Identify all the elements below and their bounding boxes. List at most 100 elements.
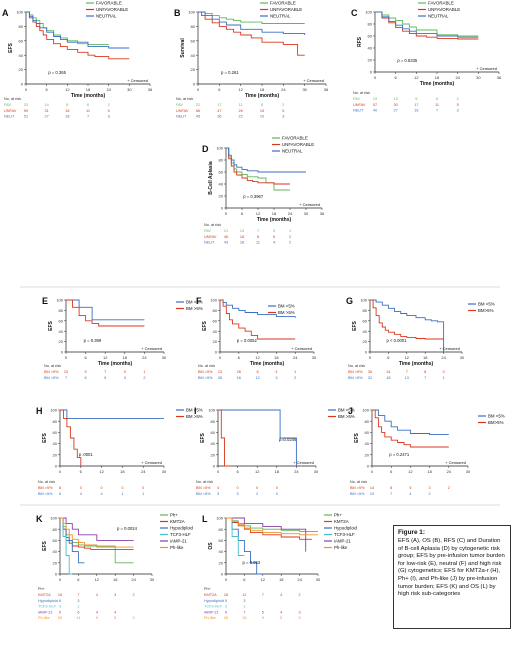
risk-value: 4 <box>114 610 116 614</box>
risk-value: 3 <box>237 492 239 496</box>
risk-value: 11 <box>242 593 246 597</box>
x-tick-label: 24 <box>293 355 298 360</box>
legend-label: FAVORABLE <box>282 136 308 141</box>
x-tick-label: 18 <box>423 355 428 360</box>
y-tick-label: 20 <box>219 194 224 199</box>
x-tick-label: 24 <box>141 469 146 474</box>
y-tick-label: 60 <box>365 430 370 435</box>
risk-row-label: UNFAV <box>353 103 366 107</box>
x-tick-label: 12 <box>65 87 70 92</box>
y-tick-label: 40 <box>365 441 370 446</box>
risk-value: 7 <box>424 376 426 380</box>
risk-value: 4 <box>280 610 282 614</box>
x-tick-label: 36 <box>148 87 153 92</box>
km-curve-bm-5- <box>370 299 444 340</box>
risk-value: 2 <box>282 103 284 107</box>
km-curve-bm-5- <box>218 409 232 467</box>
x-tick-label: 0 <box>219 355 222 360</box>
y-axis-label: EFS <box>42 432 48 442</box>
risk-value: 18 <box>65 109 69 113</box>
y-tick-label: 20 <box>365 452 370 457</box>
x-tick-label: 24 <box>447 469 452 474</box>
risk-value: 1 <box>443 376 445 380</box>
risk-table-header: No. at risk <box>204 223 221 227</box>
y-tick-label: 40 <box>211 441 216 446</box>
caption-title: Figure 1: <box>398 529 425 536</box>
y-tick-label: 40 <box>213 329 218 334</box>
risk-value: 0 <box>101 486 103 490</box>
risk-row-label: FAV <box>353 97 360 101</box>
x-tick-label: 12 <box>414 75 419 80</box>
y-tick-label: 60 <box>211 430 216 435</box>
y-tick-label: 100 <box>360 298 367 303</box>
y-tick-label: 80 <box>211 419 216 424</box>
x-tick-label: 6 <box>238 355 241 360</box>
risk-table-header: No. at risk <box>198 364 215 368</box>
km-curve-ph-like <box>226 517 318 536</box>
x-tick-label: 0 <box>217 469 220 474</box>
legend-label: BM <5% <box>488 414 505 419</box>
risk-value: 5 <box>262 610 264 614</box>
km-curve-ph- <box>60 517 134 564</box>
figure-caption: Figure 1: EFS (A), OS (B), RFS (C) and D… <box>393 525 511 629</box>
risk-value: 13 <box>405 376 409 380</box>
x-tick-label: 6 <box>218 87 221 92</box>
y-tick-label: 80 <box>213 308 218 313</box>
risk-value: 3 <box>217 492 219 496</box>
risk-value: 14 <box>386 370 390 374</box>
risk-row-label: FAV <box>4 103 11 107</box>
y-axis-label: B-Cell Aplasia <box>208 161 214 195</box>
x-tick-label: 6 <box>46 87 49 92</box>
legend-label: BM <5% <box>478 302 495 307</box>
risk-value: 3 <box>243 599 245 603</box>
y-tick-label: 80 <box>363 308 368 313</box>
y-tick-label: 80 <box>365 419 370 424</box>
km-curve-bm-5- <box>220 299 296 318</box>
panel-letter: D <box>202 144 209 154</box>
y-tick-label: 60 <box>59 318 64 323</box>
y-axis-label: EFS <box>352 320 358 330</box>
risk-value: 16 <box>414 109 418 113</box>
censored-label: + Censored <box>303 78 324 83</box>
y-axis-label: EFS <box>48 320 54 330</box>
risk-value: 16 <box>58 593 62 597</box>
risk-value: 9 <box>262 616 264 620</box>
x-tick-label: 0 <box>369 355 372 360</box>
risk-value: 1 <box>77 605 79 609</box>
y-tick-label: 60 <box>363 318 368 323</box>
km-curve-favorable <box>198 11 305 24</box>
legend-label: FAVORABLE <box>428 1 454 6</box>
risk-row-label: BM >5% <box>348 370 363 374</box>
risk-value: 0 <box>276 492 278 496</box>
risk-value: 7 <box>406 370 408 374</box>
p-value: p = 0.0052 <box>237 338 258 343</box>
risk-value: 27 <box>394 109 398 113</box>
x-tick-label: 30 <box>466 469 471 474</box>
y-tick-label: 0 <box>55 572 58 577</box>
risk-value: 27 <box>45 115 49 119</box>
risk-value: 40 <box>373 109 377 113</box>
risk-row-label: TCF3-HLF <box>204 605 223 609</box>
x-tick-label: 0 <box>374 75 377 80</box>
y-tick-label: 40 <box>363 329 368 334</box>
risk-value: 7 <box>77 593 79 597</box>
km-curve-bm-5- <box>370 299 445 352</box>
p-value: p = 0.261 <box>221 70 239 75</box>
risk-row-label: KMT2A <box>204 593 217 597</box>
risk-row-label: FAV <box>204 229 211 233</box>
risk-value: 26 <box>224 616 228 620</box>
risk-value: 22 <box>239 115 243 119</box>
legend-label: BM >5% <box>186 306 203 311</box>
panel-letter: A <box>2 8 9 18</box>
censored-label: + Censored <box>127 78 148 83</box>
risk-value: 5 <box>409 486 411 490</box>
risk-row-label: BM >5% <box>44 370 59 374</box>
km-curve-unfavorable <box>375 11 479 40</box>
panel-letter: B <box>174 8 181 18</box>
x-tick-label: 12 <box>261 577 266 582</box>
y-tick-label: 20 <box>213 339 218 344</box>
risk-value: 0 <box>276 486 278 490</box>
risk-value: 59 <box>24 109 28 113</box>
